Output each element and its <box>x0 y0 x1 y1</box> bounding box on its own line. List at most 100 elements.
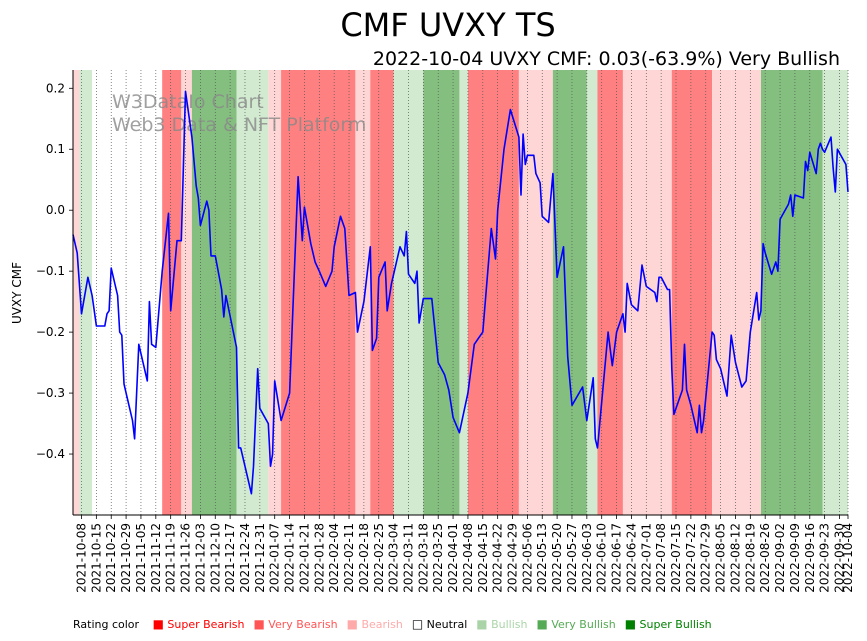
legend-item: ■ Very Bearish <box>253 617 338 631</box>
rating-band-very_bullish <box>760 70 823 515</box>
x-tick-label: 2022-09-30 <box>833 523 847 593</box>
x-tick-label: 2021-10-15 <box>89 523 103 593</box>
rating-band-bullish <box>459 70 468 515</box>
legend-swatch: ■ <box>253 617 265 631</box>
x-tick-label: 2022-08-12 <box>728 523 742 593</box>
rating-band-bullish <box>236 70 269 515</box>
x-tick-label: 2021-12-17 <box>223 523 237 593</box>
x-tick-label: 2022-05-13 <box>535 523 549 593</box>
x-tick-label: 2022-04-29 <box>506 523 520 593</box>
x-tick-label: 2022-03-25 <box>431 523 445 593</box>
rating-band-very_bearish <box>370 70 394 515</box>
x-tick-label: 2021-10-22 <box>104 523 118 593</box>
legend-swatch: ■ <box>536 617 548 631</box>
x-tick-label: 2022-05-27 <box>565 523 579 593</box>
legend-swatch: ■ <box>346 617 358 631</box>
x-tick-label: 2022-07-29 <box>699 523 713 593</box>
y-tick-label: 0.1 <box>46 142 65 156</box>
y-tick-label: −0.1 <box>36 264 65 278</box>
x-tick-label: 2022-08-05 <box>714 523 728 593</box>
rating-band-bearish <box>712 70 732 515</box>
x-tick-label: 2022-01-07 <box>268 523 282 593</box>
legend-item: ■ Bullish <box>476 617 528 631</box>
x-tick-label: 2021-12-10 <box>208 523 222 593</box>
legend-item: ■ Super Bullish <box>624 617 712 631</box>
x-tick-label: 2022-04-22 <box>491 523 505 593</box>
x-tick-label: 2022-01-21 <box>297 523 311 593</box>
x-tick-label: 2022-07-01 <box>639 523 653 593</box>
legend-item-label: Super Bearish <box>163 618 245 631</box>
y-tick-label: −0.4 <box>36 447 65 461</box>
x-tick-label: 2022-10-04 <box>841 523 855 593</box>
x-tick-label: 2022-06-10 <box>595 523 609 593</box>
legend-item: ■ Very Bullish <box>536 617 616 631</box>
x-tick-label: 2021-11-12 <box>149 523 163 593</box>
rating-band-bearish <box>622 70 672 515</box>
x-tick-label: 2021-12-24 <box>238 523 252 593</box>
y-tick-label: −0.2 <box>36 325 65 339</box>
rating-band-very_bearish <box>467 70 519 515</box>
watermark-line-2: Web3 Data & NFT Platform <box>112 114 366 136</box>
x-tick-label: 2022-05-06 <box>520 523 534 593</box>
y-axis-label: UVXY CMF <box>10 262 24 324</box>
legend-item: ■ Super Bearish <box>152 617 245 631</box>
x-tick-label: 2022-08-26 <box>758 523 772 593</box>
x-tick-label: 2022-05-20 <box>550 523 564 593</box>
chart-title: CMF UVXY TS <box>340 6 555 44</box>
rating-band-neutral <box>92 70 163 515</box>
y-tick-label: −0.3 <box>36 386 65 400</box>
watermark-line-1: W3DataIo Chart <box>112 91 264 113</box>
rating-band-bearish <box>181 70 192 515</box>
series-line <box>72 90 849 495</box>
x-tick-label: 2021-10-08 <box>74 523 88 593</box>
x-tick-label: 2022-09-02 <box>773 523 787 593</box>
axes: 2021-10-08 2021-10-15 2021-10-22 2021-10-29… <box>36 70 855 593</box>
rating-band-very_bullish <box>423 70 460 515</box>
x-tick-label: 2022-03-04 <box>387 523 401 593</box>
legend-swatch: ■ <box>624 617 637 631</box>
x-tick-label: 2022-03-11 <box>401 523 415 593</box>
x-tick-label: 2022-04-15 <box>476 523 490 593</box>
legend-swatch: ■ <box>476 617 488 631</box>
legend-item-label: Super Bullish <box>636 618 712 631</box>
x-tick-label: 2022-02-04 <box>327 523 341 593</box>
x-tick-label: 2022-04-01 <box>446 523 460 593</box>
chart-subtitle: 2022-10-04 UVXY CMF: 0.03(-63.9%) Very B… <box>373 48 840 70</box>
x-tick-label: 2021-11-26 <box>179 523 193 593</box>
x-tick-label: 2022-02-11 <box>342 523 356 593</box>
x-tick-label: 2022-09-09 <box>788 523 802 593</box>
x-tick-label: 2022-02-25 <box>372 523 386 593</box>
rating-band-very_bullish <box>552 70 587 515</box>
x-tick-label: 2021-10-29 <box>119 523 133 593</box>
x-tick-label: 2022-06-17 <box>610 523 624 593</box>
legend-item-label: Very Bearish <box>264 618 338 631</box>
rating-band-bearish <box>355 70 371 515</box>
x-tick-label: 2022-01-28 <box>312 523 326 593</box>
x-tick-label: 2022-01-14 <box>283 523 297 593</box>
y-tick-label: 0.0 <box>46 203 65 217</box>
y-tick-label: 0.2 <box>46 81 65 95</box>
legend-item-label: Bullish <box>487 618 528 631</box>
legend-swatch: □ <box>411 617 424 631</box>
x-tick-label: 2022-03-18 <box>416 523 430 593</box>
x-tick-label: 2021-12-31 <box>253 523 267 593</box>
rating-legend: Rating color ■ Super Bearish ■ Very Beari… <box>73 617 721 631</box>
x-tick-label: 2021-11-05 <box>134 523 148 593</box>
rating-band-bearish <box>73 70 80 515</box>
legend-item-label: Very Bullish <box>547 618 616 631</box>
rating-band-very_bullish <box>191 70 237 515</box>
x-tick-label: 2022-06-24 <box>624 523 638 593</box>
x-tick-label: 2022-08-19 <box>743 523 757 593</box>
rating-bands <box>73 70 848 515</box>
x-tick-label: 2022-02-18 <box>357 523 371 593</box>
legend-swatch: ■ <box>152 617 164 631</box>
x-tick-label: 2022-07-15 <box>669 523 683 593</box>
x-tick-label: 2021-12-03 <box>193 523 207 593</box>
legend-item: ■ Bearish <box>346 617 403 631</box>
rating-band-very_bearish <box>281 70 356 515</box>
x-tick-label: 2022-04-08 <box>461 523 475 593</box>
x-tick-label: 2022-06-03 <box>580 523 594 593</box>
x-tick-label: 2022-07-22 <box>684 523 698 593</box>
x-tick-label: 2022-09-23 <box>818 523 832 593</box>
